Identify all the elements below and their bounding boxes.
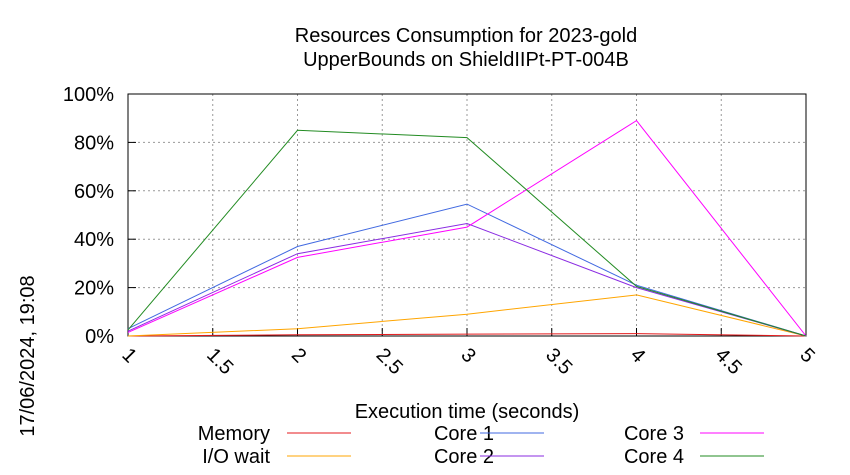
x-tick-label: 2 (287, 344, 310, 367)
x-axis-label: Execution time (seconds) (355, 401, 580, 423)
chart-subtitle: UpperBounds on ShieldIIPt-PT-004B (303, 49, 629, 71)
series-line-i-o-wait (127, 294, 807, 337)
y-tick-label: 40% (74, 229, 114, 251)
x-tick-label: 1 (117, 344, 140, 367)
legend-label-core-1: Core 1 (434, 423, 494, 445)
legend-label-memory: Memory (198, 423, 270, 445)
x-tick-label: 3.5 (541, 344, 576, 379)
x-tick-label: 4.5 (711, 344, 746, 379)
x-tick-label: 3 (456, 344, 479, 367)
legend-label-i-o-wait: I/O wait (202, 446, 270, 468)
timestamp-label: 17/06/2024, 19:08 (17, 275, 39, 436)
series-line-core-3 (127, 119, 807, 337)
plot-frame (127, 93, 807, 337)
y-tick-labels: 0% 20% 40% 60% 80% 100% (63, 84, 114, 348)
chart-title: Resources Consumption for 2023-gold (295, 25, 637, 47)
grid (127, 93, 807, 337)
legend-label-core-2: Core 2 (434, 446, 494, 468)
y-tick-label: 0% (85, 326, 114, 348)
series-line-core-2 (127, 222, 807, 337)
series-line-core-1 (127, 203, 807, 337)
legend-label-core-3: Core 3 (624, 423, 684, 445)
y-tick-label: 60% (74, 181, 114, 203)
x-tick-label: 1.5 (202, 344, 237, 379)
y-tick-label: 80% (74, 132, 114, 154)
y-tick-label: 20% (74, 278, 114, 300)
series-lines (127, 119, 807, 337)
x-tick-label: 5 (795, 344, 818, 367)
legend-label-core-4: Core 4 (624, 446, 684, 468)
series-line-core-4 (127, 129, 807, 337)
x-tick-labels: 1 1.5 2 2.5 3 3.5 4 4.5 5 (117, 344, 818, 379)
y-tick-label: 100% (63, 84, 114, 106)
x-tick-label: 4 (626, 344, 649, 367)
x-tick-label: 2.5 (372, 344, 407, 379)
series-line-memory (127, 333, 807, 337)
